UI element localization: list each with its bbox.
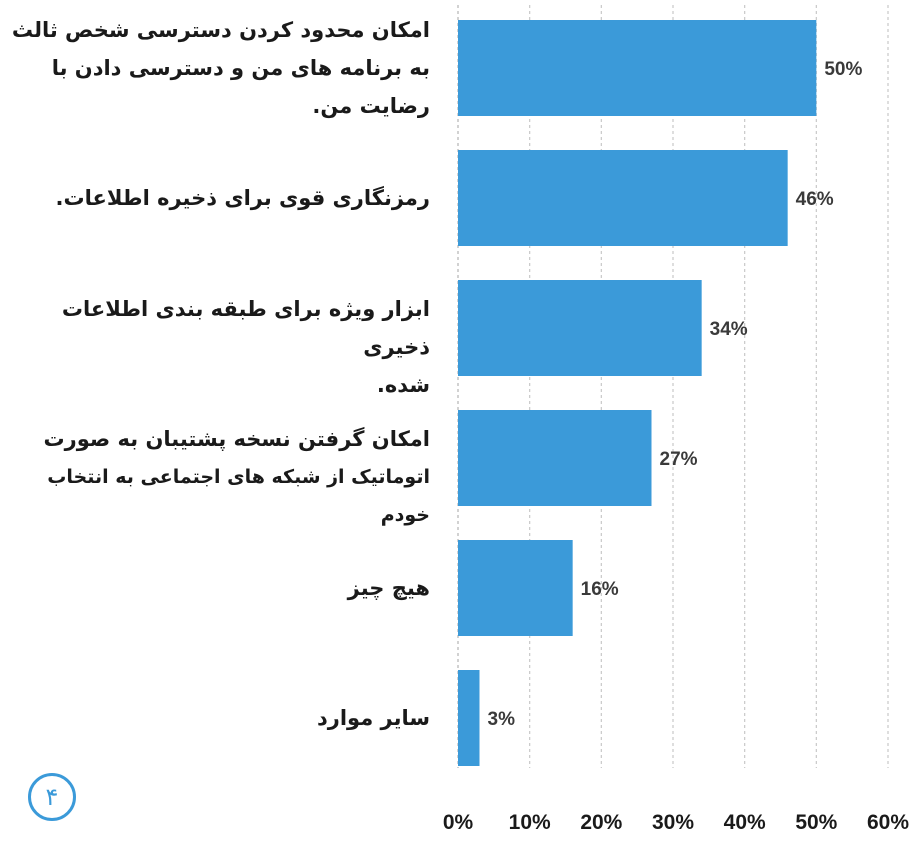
category-label-line: امکان محدود کردن دسترسی شخص ثالث <box>11 18 430 42</box>
category-label-line: شده. <box>376 373 430 397</box>
page-number: ۴ <box>45 783 59 811</box>
bar-value-label: 50% <box>824 59 862 80</box>
bar-value-label: 27% <box>660 449 698 470</box>
category-label-line: رمزنگاری قوی برای ذخیره اطلاعات. <box>55 186 430 210</box>
x-tick-label: 30% <box>652 811 694 834</box>
category-label-line: امکان گرفتن نسخه پشتیبان به صورت <box>43 427 430 451</box>
x-tick-label: 60% <box>867 811 909 834</box>
category-label: امکان محدود کردن دسترسی شخص ثالث به برنام… <box>10 11 430 125</box>
x-tick-label: 10% <box>509 811 551 834</box>
category-label: رمزنگاری قوی برای ذخیره اطلاعات. <box>10 179 430 217</box>
x-tick-label: 20% <box>580 811 622 834</box>
bar-value-label: 3% <box>488 709 516 730</box>
bar <box>458 540 573 636</box>
bar <box>458 150 788 246</box>
x-tick-label: 40% <box>724 811 766 834</box>
category-label: سایر موارد <box>10 699 430 737</box>
bar-value-label: 16% <box>581 579 619 600</box>
category-label: هیچ چیز <box>10 569 430 607</box>
category-label-line: سایر موارد <box>316 706 430 730</box>
bar-value-label: 34% <box>710 319 748 340</box>
category-label-line: رضایت من. <box>312 94 430 118</box>
category-label: ابزار ویژه برای طبقه بندی اطلاعات ذخیری ش… <box>10 290 430 404</box>
x-tick-label: 0% <box>443 811 474 834</box>
bar <box>458 410 652 506</box>
page-number-badge: ۴ <box>28 773 76 821</box>
category-label-line: ابزار ویژه برای طبقه بندی اطلاعات ذخیری <box>61 297 430 359</box>
bar <box>458 670 480 766</box>
category-label-line: هیچ چیز <box>347 576 430 600</box>
category-label-line: اتوماتیک از شبکه های اجتماعی به انتخاب خ… <box>47 466 430 526</box>
category-label: امکان گرفتن نسخه پشتیبان به صورت اتوماتیک… <box>10 420 430 534</box>
category-label-line: به برنامه های من و دسترسی دادن با <box>51 56 430 80</box>
x-tick-label: 50% <box>795 811 837 834</box>
bar <box>458 20 817 116</box>
bar-value-label: 46% <box>796 189 834 210</box>
bar <box>458 280 702 376</box>
